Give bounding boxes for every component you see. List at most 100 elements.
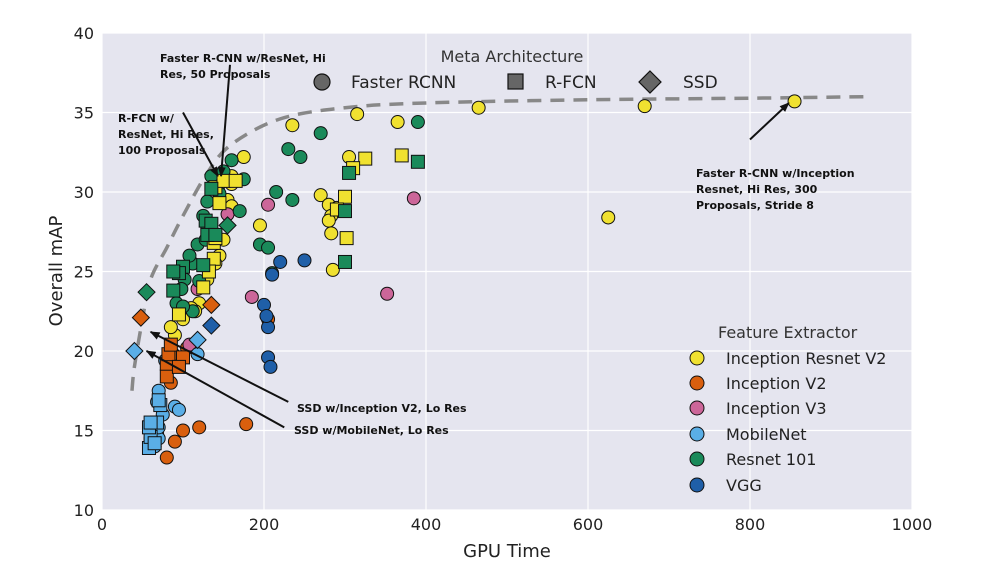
vgg-faster-rcnn-point: [259, 309, 274, 324]
feature-extractor-legend: Feature Extractor Inception Resnet V2 In…: [689, 323, 886, 495]
x-tick-label: 800: [735, 515, 766, 534]
y-tick-label: 15: [74, 422, 94, 441]
y-tick-label: 35: [74, 104, 94, 123]
frontier-curve: [130, 94, 872, 391]
inception-resnet-v2-faster-rcnn-point: [390, 115, 405, 130]
y-tick-label: 30: [74, 183, 94, 202]
y-tick-label: 20: [74, 342, 94, 361]
inception-resnet-v2-rfcn-point: [394, 148, 409, 163]
inception-resnet-v2-rfcn-point: [358, 151, 373, 166]
legend-swatch-inception-resnet-v2: [689, 350, 705, 366]
resnet-101-rfcn-point: [208, 227, 223, 242]
meta-legend-label-faster-rcnn: Faster RCNN: [351, 73, 456, 93]
inception-v2-faster-rcnn-point: [176, 423, 190, 438]
annotations: Faster R-CNN w/ResNet, Hi Res, 50 Proposa…: [118, 52, 855, 437]
inception-v2-faster-rcnn-point: [167, 434, 182, 449]
mobilenet-ssd-point: [125, 341, 144, 361]
x-tick-label: 0: [97, 515, 107, 534]
mobilenet-rfcn-point: [147, 436, 162, 451]
inception-resnet-v2-faster-rcnn-point: [163, 320, 178, 335]
inception-resnet-v2-rfcn-point: [339, 231, 354, 246]
legend-label-vgg: VGG: [726, 476, 762, 495]
mobilenet-rfcn-point: [143, 415, 158, 430]
meta-architecture-legend: Meta Architecture Faster RCNN R-FCN SSD: [313, 47, 718, 94]
resnet-101-faster-rcnn-point: [410, 115, 425, 130]
inception-resnet-v2-rfcn-point: [338, 189, 352, 204]
resnet-101-ssd-point: [137, 282, 156, 302]
y-tick-label: 25: [74, 263, 94, 282]
mobilenet-faster-rcnn-point: [171, 402, 186, 417]
vgg-faster-rcnn-point: [297, 253, 312, 268]
annotation-text: SSD w/Inception V2, Lo Res: [297, 402, 467, 415]
annotation-text: 100 Proposals: [118, 144, 206, 157]
x-tick-label: 1000: [892, 515, 933, 534]
inception-resnet-v2-rfcn-point: [196, 280, 211, 295]
resnet-101-faster-rcnn-point: [232, 204, 247, 219]
annotation-text: ResNet, Hi Res,: [118, 128, 214, 141]
inception-v3-faster-rcnn-point: [261, 197, 276, 212]
square-marker-icon: [507, 73, 524, 90]
legend-swatch-vgg: [689, 477, 705, 493]
legend-label-inception-v2: Inception V2: [726, 374, 827, 393]
meta-legend-title: Meta Architecture: [441, 47, 584, 66]
annotation-arrow: [217, 64, 231, 178]
legend-swatch-inception-v3: [689, 400, 705, 416]
legend-label-resnet-101: Resnet 101: [726, 450, 816, 469]
inception-resnet-v2-faster-rcnn-point: [350, 107, 365, 122]
inception-resnet-v2-faster-rcnn-point: [325, 262, 340, 277]
resnet-101-faster-rcnn-point: [261, 240, 276, 255]
vgg-ssd-point: [202, 316, 221, 335]
annotation-text: Res, 50 Proposals: [160, 68, 271, 81]
x-axis-label: GPU Time: [463, 541, 551, 562]
inception-v3-faster-rcnn-point: [244, 289, 259, 304]
annotation-arrow: [182, 112, 219, 177]
y-tick-label: 10: [74, 501, 94, 520]
resnet-101-ssd-point: [218, 216, 237, 235]
inception-v2-faster-rcnn-point: [159, 450, 174, 465]
annotation-arrow: [749, 102, 790, 141]
legend-swatch-inception-v2: [689, 375, 705, 391]
diamond-marker-icon: [638, 70, 662, 94]
resnet-101-rfcn-point: [338, 254, 352, 269]
annotation-arrow: [149, 331, 289, 403]
resnet-101-faster-rcnn-point: [269, 185, 284, 199]
inception-resnet-v2-faster-rcnn-point: [285, 118, 300, 133]
annotation-text: Faster R-CNN w/Inception: [696, 167, 855, 180]
legend-swatch-resnet-101: [689, 451, 705, 467]
legend-label-inception-v3: Inception V3: [726, 399, 827, 418]
inception-resnet-v2-faster-rcnn-point: [313, 188, 328, 203]
resnet-101-faster-rcnn-point: [313, 126, 328, 141]
inception-resnet-v2-rfcn-point: [212, 196, 227, 211]
resnet-101-faster-rcnn-point: [285, 192, 300, 207]
resnet-101-rfcn-point: [204, 181, 219, 196]
frontier: [130, 94, 872, 391]
resnet-101-rfcn-point: [196, 258, 211, 273]
x-tick-label: 200: [249, 515, 280, 534]
annotation-text: Faster R-CNN w/ResNet, Hi: [160, 52, 326, 65]
inception-resnet-v2-faster-rcnn-point: [252, 218, 267, 233]
resnet-101-faster-rcnn-point: [200, 194, 215, 209]
inception-resnet-v2-faster-rcnn-point: [471, 100, 486, 115]
inception-resnet-v2-faster-rcnn-point: [324, 226, 339, 241]
vgg-faster-rcnn-point: [273, 254, 288, 269]
mobilenet-rfcn-point: [151, 393, 166, 408]
resnet-101-rfcn-point: [410, 154, 425, 169]
resnet-101-faster-rcnn-point: [281, 142, 296, 157]
inception-v3-faster-rcnn-point: [406, 191, 421, 206]
legend-label-inception-resnet-v2: Inception Resnet V2: [726, 349, 886, 368]
grid: [101, 32, 913, 511]
inception-v2-rfcn-point: [159, 369, 174, 384]
legend-label-mobilenet: MobileNet: [726, 425, 807, 444]
tick-labels: 0 200 400 600 800 1000 10 15 20 25 30 35 40: [74, 24, 933, 534]
resnet-101-faster-rcnn-point: [293, 150, 308, 165]
inception-v3-faster-rcnn-point: [380, 286, 395, 301]
circle-marker-icon: [313, 73, 331, 91]
y-tick-label: 40: [74, 24, 94, 43]
meta-legend-label-rfcn: R-FCN: [545, 73, 597, 93]
inception-resnet-v2-faster-rcnn-point: [236, 150, 251, 165]
resnet-101-rfcn-point: [166, 283, 181, 298]
annotation-text: SSD w/MobileNet, Lo Res: [294, 424, 449, 437]
resnet-101-rfcn-point: [166, 264, 181, 279]
resnet-101-faster-rcnn-point: [224, 153, 239, 168]
